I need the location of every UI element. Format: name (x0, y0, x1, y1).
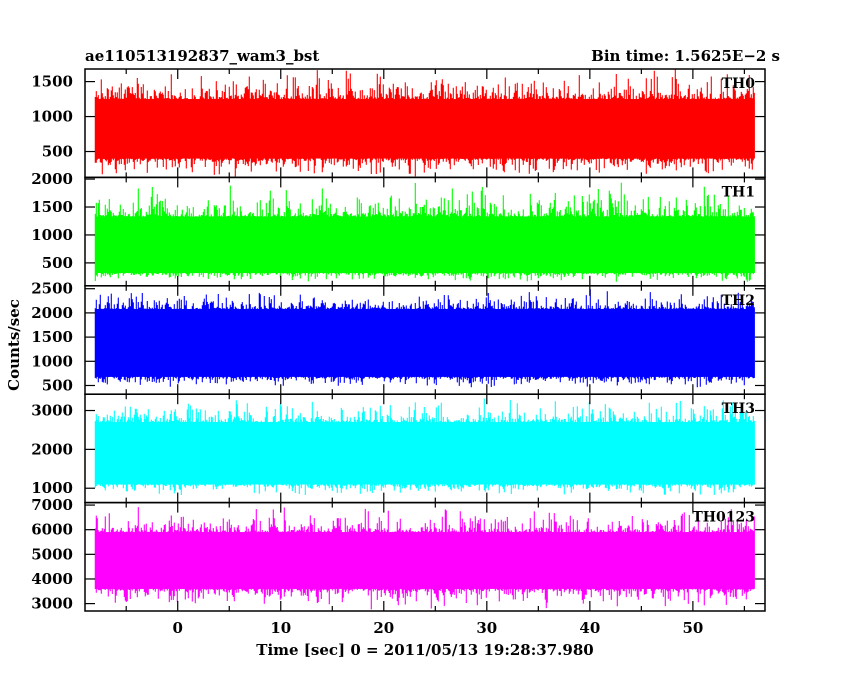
series-trace-th0 (94, 69, 755, 177)
panel-label-th2: TH2 (722, 293, 755, 309)
x-tick-label: 50 (682, 619, 703, 637)
file-title: ae110513192837_wam3_bst (85, 47, 319, 65)
series-trace-th2 (94, 289, 755, 388)
x-tick-label: 0 (173, 619, 183, 637)
y-tick-label: 1500 (31, 198, 73, 216)
panel-label-th0123: TH0123 (692, 510, 755, 526)
panel-label-th0: TH0 (722, 76, 756, 92)
panel-th2: 500 1000 1500 2000 2500 TH2 (31, 280, 766, 395)
panel-th3: 1000 2000 3000 TH3 (31, 393, 766, 504)
y-tick-label: 500 (42, 143, 73, 161)
y-axis-title: Counts/sec (5, 299, 23, 391)
y-tick-label: 5000 (31, 545, 73, 563)
panel-th0123: 3000 4000 5000 6000 7000 TH0123 (31, 496, 766, 613)
y-tick-label: 500 (42, 376, 73, 394)
y-tick-label: 2000 (31, 440, 73, 458)
y-tick-label: 1000 (31, 108, 73, 126)
bin-time-label: Bin time: 1.5625E−2 s (591, 47, 780, 65)
x-tick-label: 40 (579, 619, 600, 637)
panel-frame (84, 501, 766, 612)
y-tick-label: 2500 (31, 280, 73, 298)
y-tick-label: 1500 (31, 73, 73, 91)
x-tick-label: 30 (476, 619, 497, 637)
panel-label-th1: TH1 (722, 184, 755, 200)
x-axis-title: Time [sec] 0 = 2011/05/13 19:28:37.980 (256, 641, 593, 659)
y-tick-label: 1500 (31, 328, 73, 346)
panel-label-th3: TH3 (722, 401, 755, 417)
series-trace-th3 (94, 398, 755, 495)
y-tick-label: 1000 (31, 479, 73, 497)
y-tick-label: 1000 (31, 226, 73, 244)
y-tick-label: 4000 (31, 570, 73, 588)
y-tick-label: 3000 (31, 595, 73, 613)
y-tick-label: 2000 (31, 170, 73, 188)
y-tick-label: 1000 (31, 352, 73, 370)
series-trace-th1 (94, 182, 755, 282)
panel-th1: 500 1000 1500 2000 TH1 (31, 170, 766, 287)
y-tick-label: 6000 (31, 521, 73, 539)
y-tick-label: 3000 (31, 402, 73, 420)
y-tick-label: 7000 (31, 496, 73, 514)
x-tick-label: 20 (373, 619, 394, 637)
series-trace-th0123 (94, 507, 755, 610)
y-tick-label: 2000 (31, 304, 73, 322)
panel-th0: 500 1000 1500 TH0 (31, 68, 766, 179)
y-tick-label: 500 (42, 254, 73, 272)
x-tick-label: 10 (270, 619, 291, 637)
